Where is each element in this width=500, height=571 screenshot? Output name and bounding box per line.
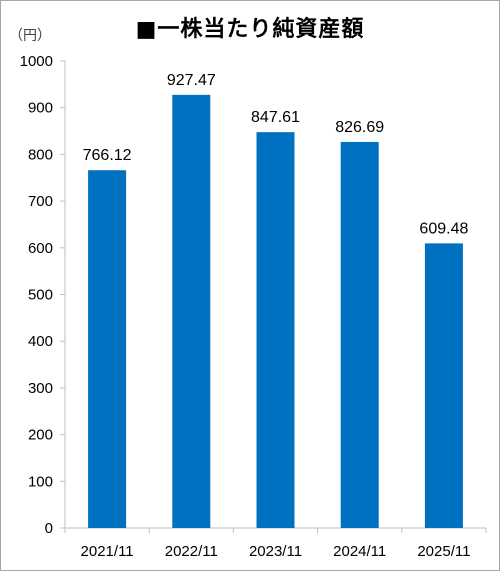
x-category-label: 2022/11 [165,543,218,560]
y-tick-label: 400 [28,333,53,350]
data-label: 609.48 [419,220,468,237]
y-tick-label: 200 [28,427,53,444]
y-tick-label: 600 [28,240,53,257]
y-tick-label: 0 [45,520,53,537]
data-labels: 766.12 927.47 847.61 826.69 609.48 [83,72,469,238]
x-category-label: 2025/11 [417,543,470,560]
y-tick-label: 700 [28,193,53,210]
x-category-label: 2021/11 [81,543,134,560]
category-labels: 2021/11 2022/11 2023/11 2024/11 2025/11 [81,543,471,560]
bar-2022-11 [172,94,211,528]
data-label: 766.12 [83,147,132,164]
x-category-label: 2023/11 [249,543,302,560]
bar-2025-11 [424,243,463,528]
y-tick-label: 100 [28,473,53,490]
bar-2021-11 [88,170,127,528]
y-tick-label: 300 [28,380,53,397]
x-category-label: 2024/11 [333,543,386,560]
y-tick-label: 800 [28,146,53,163]
y-axis-ticks: 0 100 200 300 400 500 600 700 800 900 1000 [20,53,65,537]
y-tick-label: 1000 [20,53,53,70]
data-label: 927.47 [167,72,216,89]
data-label: 826.69 [335,119,384,136]
bar-2024-11 [340,141,379,528]
data-label: 847.61 [251,109,300,126]
y-axis-unit-label: （円） [9,28,51,44]
bars [88,94,463,528]
y-tick-label: 500 [28,287,53,304]
chart-title: ■一株当たり純資産額 [135,17,365,42]
y-tick-label: 900 [28,100,53,117]
bar-2023-11 [256,132,295,528]
